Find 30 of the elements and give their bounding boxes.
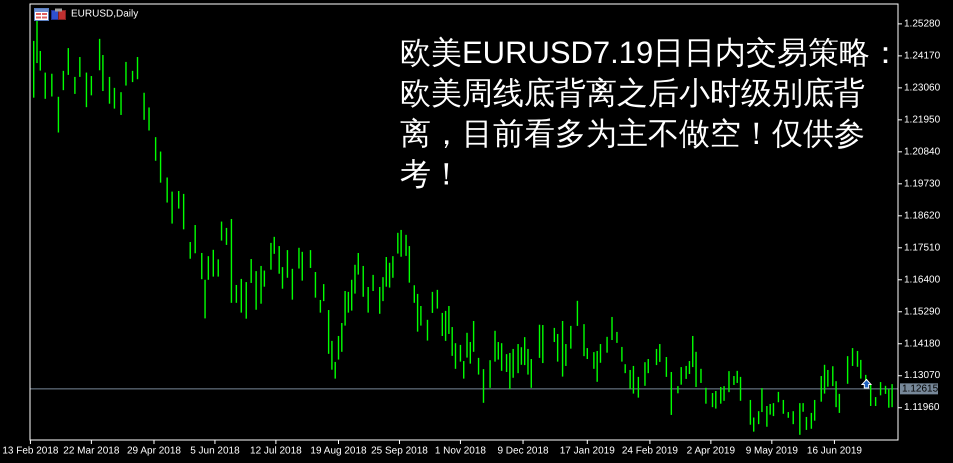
- y-tick-label: 1.13070: [904, 370, 941, 382]
- x-tick-label: 12 Jul 2018: [250, 446, 302, 456]
- y-tick-label: 1.17510: [904, 242, 941, 254]
- x-tick-label: 16 Jun 2019: [806, 446, 862, 456]
- y-tick-label: 1.24170: [904, 50, 941, 62]
- y-tick-label: 1.16400: [904, 274, 941, 286]
- x-tick-label: 2 Apr 2019: [686, 446, 736, 456]
- x-tick-label: 25 Sep 2018: [371, 446, 428, 456]
- y-tick-label: 1.11960: [904, 402, 940, 414]
- y-tick-label: 1.21950: [904, 114, 941, 126]
- y-tick-label: 1.14180: [904, 338, 941, 350]
- ref-line-label: 1.12615: [902, 383, 939, 394]
- x-tick-label: 13 Feb 2018: [2, 446, 59, 456]
- y-tick-label: 1.20840: [904, 146, 941, 158]
- x-tick-label: 22 Mar 2018: [63, 446, 120, 456]
- y-tick-label: 1.18620: [904, 210, 941, 222]
- y-tick-label: 1.15290: [904, 306, 941, 318]
- chart-title: EURUSD,Daily: [71, 8, 138, 20]
- x-tick-label: 24 Feb 2019: [622, 446, 678, 456]
- x-tick-label: 9 Dec 2018: [497, 446, 550, 456]
- y-tick-label: 1.25280: [904, 18, 941, 30]
- y-tick-label: 1.23060: [904, 82, 941, 94]
- y-tick-label: 1.19730: [904, 178, 941, 190]
- x-tick-label: 17 Jan 2019: [560, 446, 616, 456]
- x-tick-label: 1 Nov 2018: [434, 446, 486, 456]
- x-tick-label: 9 May 2019: [746, 446, 798, 456]
- annotation: 欧美EURUSD7.19日日内交易策略：欧美周线底背离之后小时级别底背离，目前看多为主不做空！仅供参考！: [400, 35, 902, 192]
- x-tick-label: 19 Aug 2018: [310, 446, 368, 456]
- x-tick-label: 29 Apr 2018: [127, 446, 182, 456]
- x-tick-label: 5 Jun 2018: [190, 446, 240, 456]
